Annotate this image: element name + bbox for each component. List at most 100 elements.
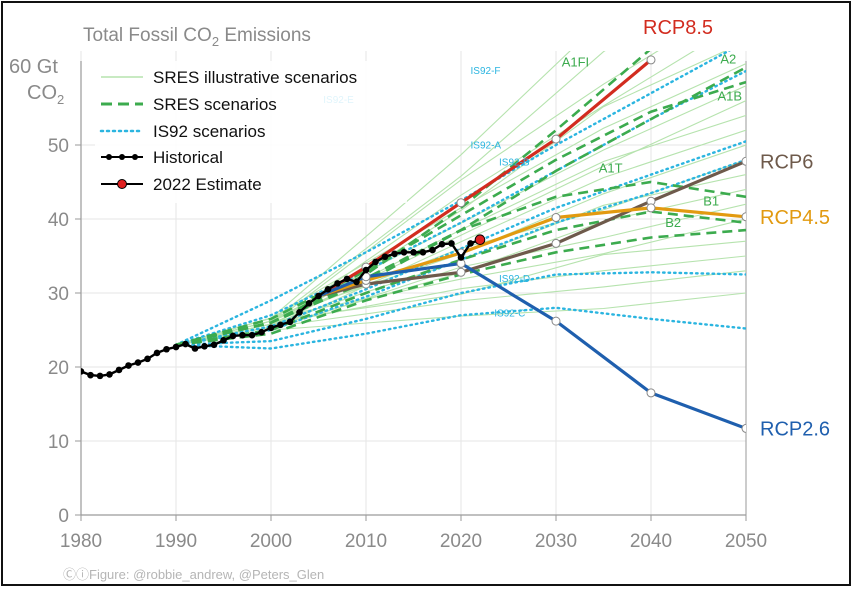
is92-label-is92-a: IS92-A bbox=[471, 141, 502, 152]
historical-point bbox=[400, 249, 408, 256]
historical-point bbox=[286, 318, 294, 326]
historical-point bbox=[448, 240, 455, 247]
historical-point bbox=[353, 278, 360, 286]
y-axis-label-line1: 60 Gt bbox=[9, 56, 58, 78]
historical-point bbox=[125, 362, 132, 369]
legend-item-sres-illustrative: SRES illustrative scenarios bbox=[101, 68, 357, 87]
historical-point bbox=[134, 359, 142, 366]
rcp-point bbox=[551, 213, 561, 223]
sres-label-a1fi: A1FI bbox=[562, 55, 589, 70]
x-tick-label: 2010 bbox=[345, 531, 387, 552]
y-tick-label: 20 bbox=[48, 358, 69, 379]
x-tick-label: 2030 bbox=[535, 531, 577, 552]
x-tick-label: 2040 bbox=[630, 531, 672, 552]
legend: SRES illustrative scenarios SRES scenari… bbox=[95, 61, 407, 203]
legend-label: SRES scenarios bbox=[153, 95, 277, 114]
sres-line-a1t bbox=[175, 180, 746, 347]
historical-point bbox=[381, 253, 389, 261]
x-tick-label: 2050 bbox=[725, 531, 767, 552]
x-tick-label: 2000 bbox=[250, 531, 292, 552]
historical-point bbox=[362, 266, 370, 274]
is92-label-is92-b: IS92-B bbox=[499, 158, 530, 169]
y-axis-label-line2: CO2 bbox=[27, 82, 64, 107]
rcp-lines bbox=[317, 55, 746, 433]
rcp-point bbox=[551, 134, 561, 144]
y-tick-label: 40 bbox=[48, 210, 69, 231]
rcp-line-rcp6 bbox=[318, 159, 746, 298]
historical-point bbox=[248, 331, 256, 339]
legend-label: 2022 Estimate bbox=[153, 175, 262, 194]
rcp-label-rcp6: RCP6 bbox=[760, 151, 813, 173]
chart-title: Total Fossil CO2 Emissions bbox=[83, 25, 311, 49]
historical-point bbox=[229, 332, 237, 340]
scenario-labels: A1FI A2 A1B A1T B1 B2 IS92-A IS92-B IS92-C IS92-D… bbox=[323, 17, 830, 440]
estimate-point bbox=[474, 234, 486, 246]
historical-point bbox=[182, 340, 189, 348]
rcp-point bbox=[741, 423, 746, 433]
historical-point bbox=[438, 240, 446, 248]
sres-label-a1t: A1T bbox=[599, 160, 623, 175]
legend-item-historical: Historical bbox=[101, 148, 223, 167]
rcp-point bbox=[456, 267, 466, 277]
is92-line-is92-c bbox=[174, 306, 746, 350]
sres-line-a1b bbox=[175, 80, 746, 347]
historical-point bbox=[153, 349, 161, 357]
rcp-point bbox=[551, 316, 561, 326]
historical-line bbox=[81, 242, 472, 378]
sres-label-a2: A2 bbox=[720, 52, 736, 67]
y-tick-label: 10 bbox=[48, 432, 69, 453]
historical-point bbox=[144, 355, 151, 363]
legend-label: SRES illustrative scenarios bbox=[153, 68, 357, 87]
historical-point bbox=[296, 308, 303, 316]
historical-point bbox=[115, 366, 123, 374]
historical-point bbox=[96, 372, 104, 380]
historical-point bbox=[163, 345, 170, 353]
historical-point bbox=[419, 249, 427, 256]
rcp-label-rcp2.6: RCP2.6 bbox=[760, 418, 830, 440]
historical-point bbox=[220, 337, 227, 344]
legend-item-estimate: 2022 Estimate bbox=[101, 175, 262, 194]
historical-point bbox=[201, 342, 208, 350]
historical-point bbox=[324, 286, 332, 293]
legend-item-sres-scenarios: SRES scenarios bbox=[101, 95, 277, 114]
x-tick-label: 1990 bbox=[155, 531, 197, 552]
historical-point bbox=[191, 345, 199, 352]
y-tick-label: 0 bbox=[58, 506, 69, 527]
sres-illustrative-line bbox=[175, 51, 695, 346]
legend-item-is92: IS92 scenarios bbox=[99, 122, 265, 141]
historical-point bbox=[267, 324, 275, 332]
historical-point bbox=[391, 250, 398, 258]
historical-point bbox=[106, 371, 113, 378]
historical-series bbox=[81, 234, 486, 380]
historical-point bbox=[258, 328, 265, 336]
is92-label-is92-c: IS92-C bbox=[494, 309, 525, 320]
historical-point bbox=[372, 258, 379, 266]
rcp-point bbox=[741, 156, 746, 166]
rcp-point bbox=[646, 55, 656, 65]
is92-line-is92-d bbox=[174, 271, 746, 346]
historical-point bbox=[429, 246, 436, 254]
rcp-label-rcp4.5: RCP4.5 bbox=[760, 207, 830, 229]
rcp-point bbox=[551, 238, 561, 248]
is92-label-is92-d: IS92-D bbox=[499, 274, 530, 285]
x-tick-label: 2020 bbox=[440, 531, 482, 552]
historical-point bbox=[457, 254, 465, 261]
sres-label-a1b: A1B bbox=[718, 89, 743, 104]
historical-point bbox=[277, 321, 284, 329]
historical-point bbox=[410, 249, 417, 256]
sres-label-b2: B2 bbox=[665, 215, 681, 230]
rcp-point bbox=[741, 212, 746, 222]
sres-label-b1: B1 bbox=[703, 194, 719, 209]
x-tick-label: 1980 bbox=[60, 531, 102, 552]
historical-point bbox=[315, 292, 322, 300]
is92-label-is92-f: IS92-F bbox=[471, 66, 501, 77]
rcp-point bbox=[456, 198, 466, 208]
rcp-point bbox=[646, 388, 656, 398]
historical-point bbox=[239, 331, 246, 339]
historical-point bbox=[87, 371, 94, 379]
emissions-chart: Total Fossil CO2 Emissions 60 Gt CO2 0 10… bbox=[9, 17, 830, 582]
historical-point bbox=[210, 341, 218, 349]
figure-credit: ⒸⓘFigure: @robbie_andrew, @Peters_Glen bbox=[63, 567, 324, 582]
